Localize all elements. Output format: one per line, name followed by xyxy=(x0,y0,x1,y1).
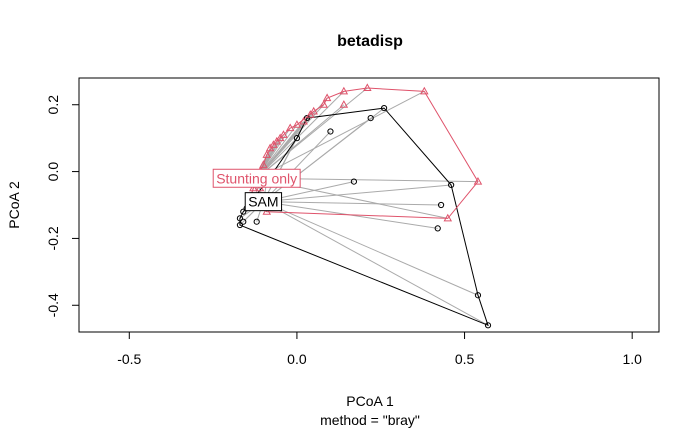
x-axis-label: PCoA 1 xyxy=(346,393,394,409)
spider-line xyxy=(256,104,345,179)
data-point-circle xyxy=(240,218,247,225)
x-axis: -0.5 0.0 0.5 1.0 xyxy=(117,331,642,367)
data-point-circle xyxy=(236,221,244,229)
data-point-triangle xyxy=(339,100,349,108)
data-point-circle xyxy=(293,135,301,142)
spider-line xyxy=(263,131,331,203)
data-point-circle xyxy=(448,181,455,189)
data-point-circle xyxy=(236,215,244,222)
data-point-circle xyxy=(303,115,311,122)
data-point-circle xyxy=(484,322,492,329)
y-axis-label: PCoA 2 xyxy=(6,181,22,229)
y-tick-label: -0.2 xyxy=(45,226,61,250)
y-axis: -0.4 -0.2 0.0 0.2 xyxy=(45,95,80,317)
x-tick-label: -0.5 xyxy=(117,351,141,367)
data-point-triangle xyxy=(259,160,268,168)
data-point-triangle xyxy=(262,150,272,158)
data-point-triangle xyxy=(275,133,285,142)
y-tick-label: 0.0 xyxy=(45,162,61,182)
x-tick-label: 1.0 xyxy=(622,351,642,367)
spider-line xyxy=(263,184,452,203)
data-point-circle xyxy=(434,225,441,232)
data-point-triangle xyxy=(322,93,332,102)
data-point-triangle xyxy=(420,86,429,95)
data-point-triangle xyxy=(363,83,372,92)
data-point-circle xyxy=(437,201,445,209)
x-tick-label: 0.0 xyxy=(287,351,307,367)
data-point-triangle xyxy=(292,120,302,128)
method-label: method = "bray" xyxy=(320,412,420,428)
hull-stunting-only xyxy=(249,87,479,219)
y-tick-label: -0.4 xyxy=(45,293,61,317)
group-label-sam: SAM xyxy=(244,192,283,212)
data-point-triangle xyxy=(285,123,295,132)
data-point-triangle xyxy=(339,86,349,95)
data-point-circle xyxy=(253,218,260,225)
data-point-circle xyxy=(350,178,358,185)
data-point-circle xyxy=(367,115,374,122)
data-point-circle xyxy=(240,208,247,215)
spider-line xyxy=(256,91,345,179)
data-point-triangle xyxy=(319,100,329,108)
group-label-text: SAM xyxy=(248,194,278,210)
group-label-stunting-only: Stunting only xyxy=(212,168,301,188)
data-point-triangle xyxy=(306,110,315,118)
group-labels: SAM Stunting only xyxy=(212,168,301,212)
spider-line xyxy=(263,201,479,296)
x-tick-label: 0.5 xyxy=(455,351,475,367)
data-point-circle xyxy=(327,128,334,135)
data-point-triangle xyxy=(299,116,308,125)
data-point-circle xyxy=(474,292,482,299)
data-point-triangle xyxy=(443,213,453,222)
data-point-circle xyxy=(380,104,388,112)
group-label-text: Stunting only xyxy=(216,170,297,186)
chart-title: betadisp xyxy=(337,33,403,50)
y-tick-label: 0.2 xyxy=(45,95,61,115)
group-label-box xyxy=(244,192,283,212)
data-point-triangle xyxy=(309,106,318,115)
data-point-triangle xyxy=(473,176,483,185)
data-point-triangle xyxy=(279,130,288,138)
data-point-triangle xyxy=(265,143,275,152)
group-label-box xyxy=(212,168,301,188)
spider-line xyxy=(263,201,489,326)
spider-line xyxy=(263,201,442,206)
spider-line xyxy=(256,90,425,179)
